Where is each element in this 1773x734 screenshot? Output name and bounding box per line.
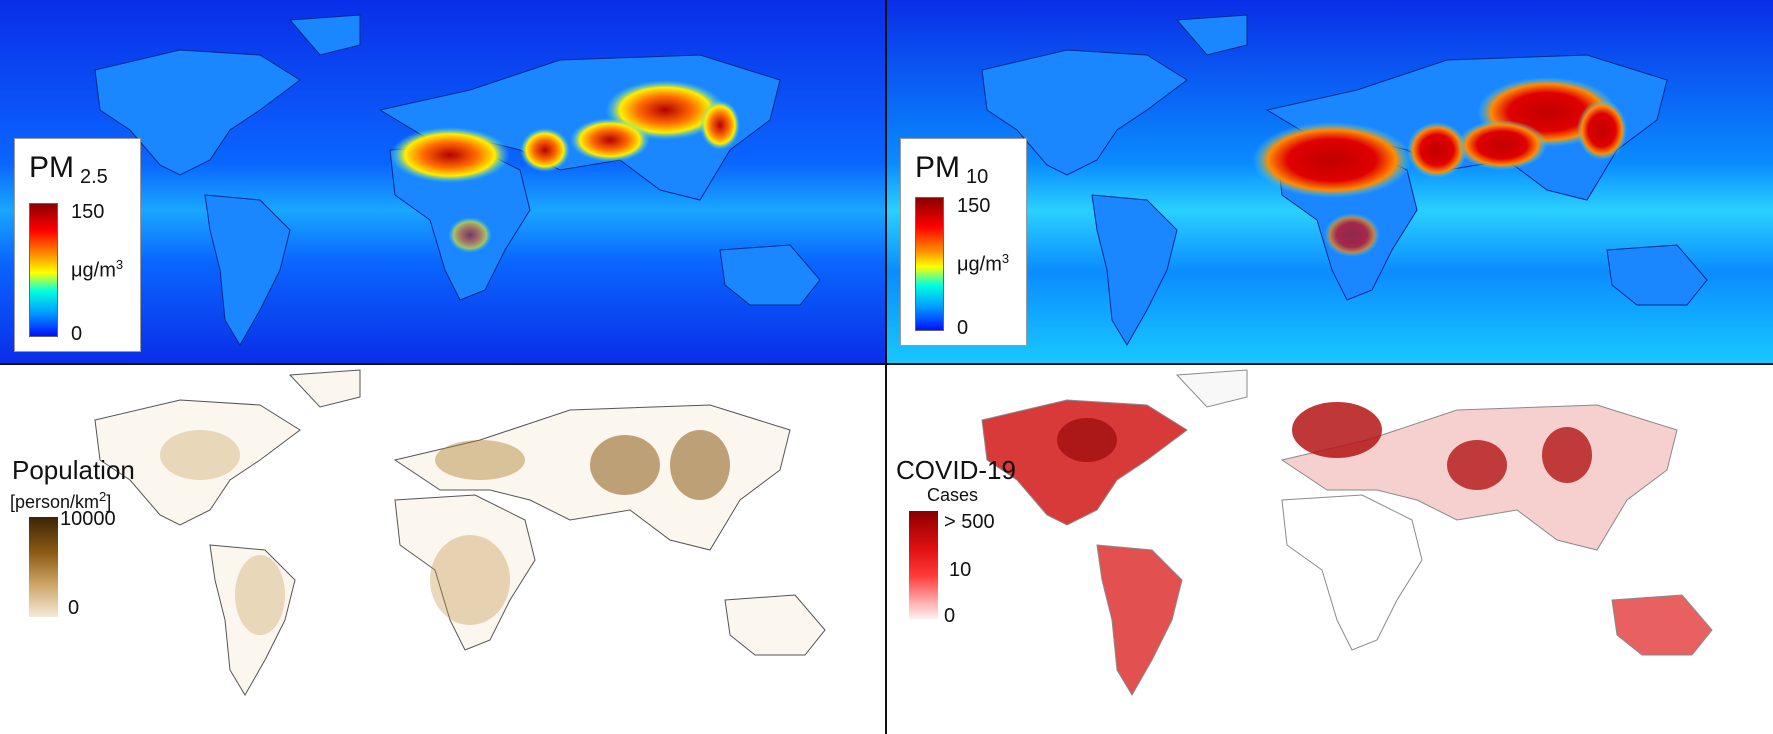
covid-color-ramp [909,511,938,619]
vertical-divider [885,0,887,734]
pm25-min-label: 0 [71,323,83,345]
pm25-title-text: PM [29,151,74,184]
population-max-label: 10000 [60,508,116,530]
pm10-map [887,0,1773,363]
pm25-color-ramp [29,203,58,337]
pm10-unit: μg/m3 [957,251,1009,277]
population-density [160,430,730,635]
pm25-max-label: 150 [71,201,105,223]
pm10-unit-exp: 3 [1001,251,1010,266]
pm25-title-subscript: 2.5 [80,166,108,188]
pm25-map-panel: PM 2.5 150 μg/m3 0 [0,0,885,363]
pm10-unit-base: μg/m [957,253,1002,276]
pm25-legend: PM 2.5 150 μg/m3 0 [14,138,141,352]
covid-map-panel: COVID-19 Cases > 500 10 0 [887,365,1773,734]
horizontal-divider [0,363,1773,365]
pm25-map [0,0,885,363]
population-unit-exp: 2 [99,489,107,504]
pm25-unit-base: μg/m [71,259,116,282]
population-legend-title: Population [12,455,135,485]
population-unit-open: [person/km [10,492,100,512]
population-unit: [person/km2] [10,489,111,513]
population-map [0,365,885,734]
pm10-color-ramp [915,197,944,331]
pm10-title-text: PM [915,151,960,184]
pm25-legend-title: PM 2.5 [29,151,108,189]
pm10-legend: PM 10 150 μg/m3 0 [900,138,1027,346]
covid-mid-label: 10 [949,559,972,581]
covid-max-label: > 500 [944,511,995,533]
covid-map [887,365,1773,734]
population-map-panel: Population [person/km2] 10000 0 [0,365,885,734]
covid-legend-title: COVID-19 [896,455,1016,485]
population-unit-close: ] [106,492,112,512]
covid-min-label: 0 [944,605,956,627]
pm10-min-label: 0 [957,317,969,339]
pm10-legend-title: PM 10 [915,151,988,189]
pm25-unit: μg/m3 [71,257,123,283]
pm25-unit-exp: 3 [115,257,124,272]
covid-legend-subtitle: Cases [927,485,979,505]
pm10-title-subscript: 10 [966,166,989,188]
population-color-ramp [29,517,58,617]
population-min-label: 0 [68,597,80,619]
pm25-hotspots [390,80,740,253]
pm10-hotspots [1252,77,1627,257]
pm10-max-label: 150 [957,195,991,217]
pm10-map-panel: PM 10 150 μg/m3 0 [887,0,1773,363]
covid-hotspots [1057,402,1592,490]
